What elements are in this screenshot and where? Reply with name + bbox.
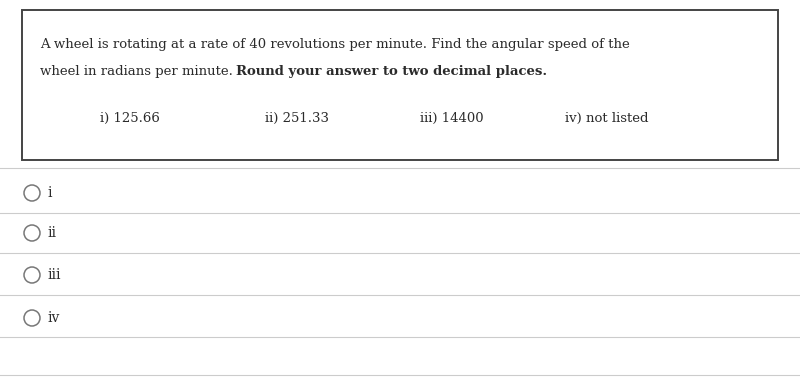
Text: A wheel is rotating at a rate of 40 revolutions per minute. Find the angular spe: A wheel is rotating at a rate of 40 revo…	[40, 38, 630, 51]
Text: iv: iv	[47, 311, 59, 325]
Text: iv) not listed: iv) not listed	[565, 111, 649, 124]
Text: ii) 251.33: ii) 251.33	[265, 111, 329, 124]
Text: i) 125.66: i) 125.66	[100, 111, 160, 124]
Text: Round your answer to two decimal places.: Round your answer to two decimal places.	[236, 65, 547, 78]
Bar	[22, 10, 778, 160]
Text: i: i	[47, 186, 51, 200]
Text: iii: iii	[47, 268, 61, 282]
Text: wheel in radians per minute.: wheel in radians per minute.	[40, 65, 237, 78]
Text: iii) 14400: iii) 14400	[420, 111, 484, 124]
Text: ii: ii	[47, 226, 56, 240]
